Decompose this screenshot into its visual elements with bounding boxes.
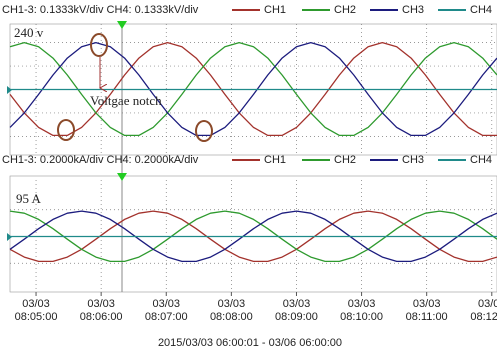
x-tick-label: 03/03 [152,298,180,310]
series-line [9,210,497,263]
legend-label: CH4 [470,154,492,166]
x-tick-label: 08:10:00 [340,311,383,323]
x-tick-label: 03/03 [218,298,246,310]
notch-circle [195,120,213,142]
legend-label: CH1 [264,154,286,166]
x-tick-label: 08:12:00 [470,311,497,323]
annotation: 95 A [16,191,42,206]
annotation: Voltgae notch [90,93,162,108]
x-tick-label: 08:08:00 [210,311,253,323]
x-axis-label: 2015/03/03 06:00:01 - 03/06 06:00:00 [158,337,342,349]
legend-label: CH2 [334,154,356,166]
cursor-marker [117,173,127,181]
x-tick-label: 08:06:00 [80,311,123,323]
axis-marker [7,86,12,94]
x-tick-label: 08:05:00 [15,311,58,323]
panel-title: CH1-3: 0.2000kA/div CH4: 0.2000kA/div [2,154,199,166]
x-tick-label: 08:07:00 [145,311,188,323]
series-line [9,41,497,137]
legend-label: CH1 [264,4,286,16]
series-line [9,41,497,137]
panel-title: CH1-3: 0.1333kV/div CH4: 0.1333kV/div [2,4,199,16]
x-tick-label: 03/03 [348,298,376,310]
axis-marker [7,233,12,241]
x-tick-label: 03/03 [413,298,441,310]
x-tick-label: 03/03 [87,298,115,310]
cursor-marker [117,21,127,29]
x-tick-label: 08:09:00 [275,311,318,323]
bottom-plot-area [9,175,497,293]
legend-label: CH3 [402,154,424,166]
x-tick-label: 03/03 [478,298,497,310]
notch-circle [57,119,75,141]
x-tick-label: 03/03 [283,298,311,310]
x-tick-label: 08:11:00 [406,311,448,323]
notch-circle [90,33,108,57]
legend-label: CH4 [470,4,492,16]
legend-label: CH3 [402,4,424,16]
x-tick-label: 03/03 [22,298,50,310]
series-line [9,210,497,263]
legend-label: CH2 [334,4,356,16]
series-line [9,210,497,263]
annotation: 240 v [14,25,44,40]
